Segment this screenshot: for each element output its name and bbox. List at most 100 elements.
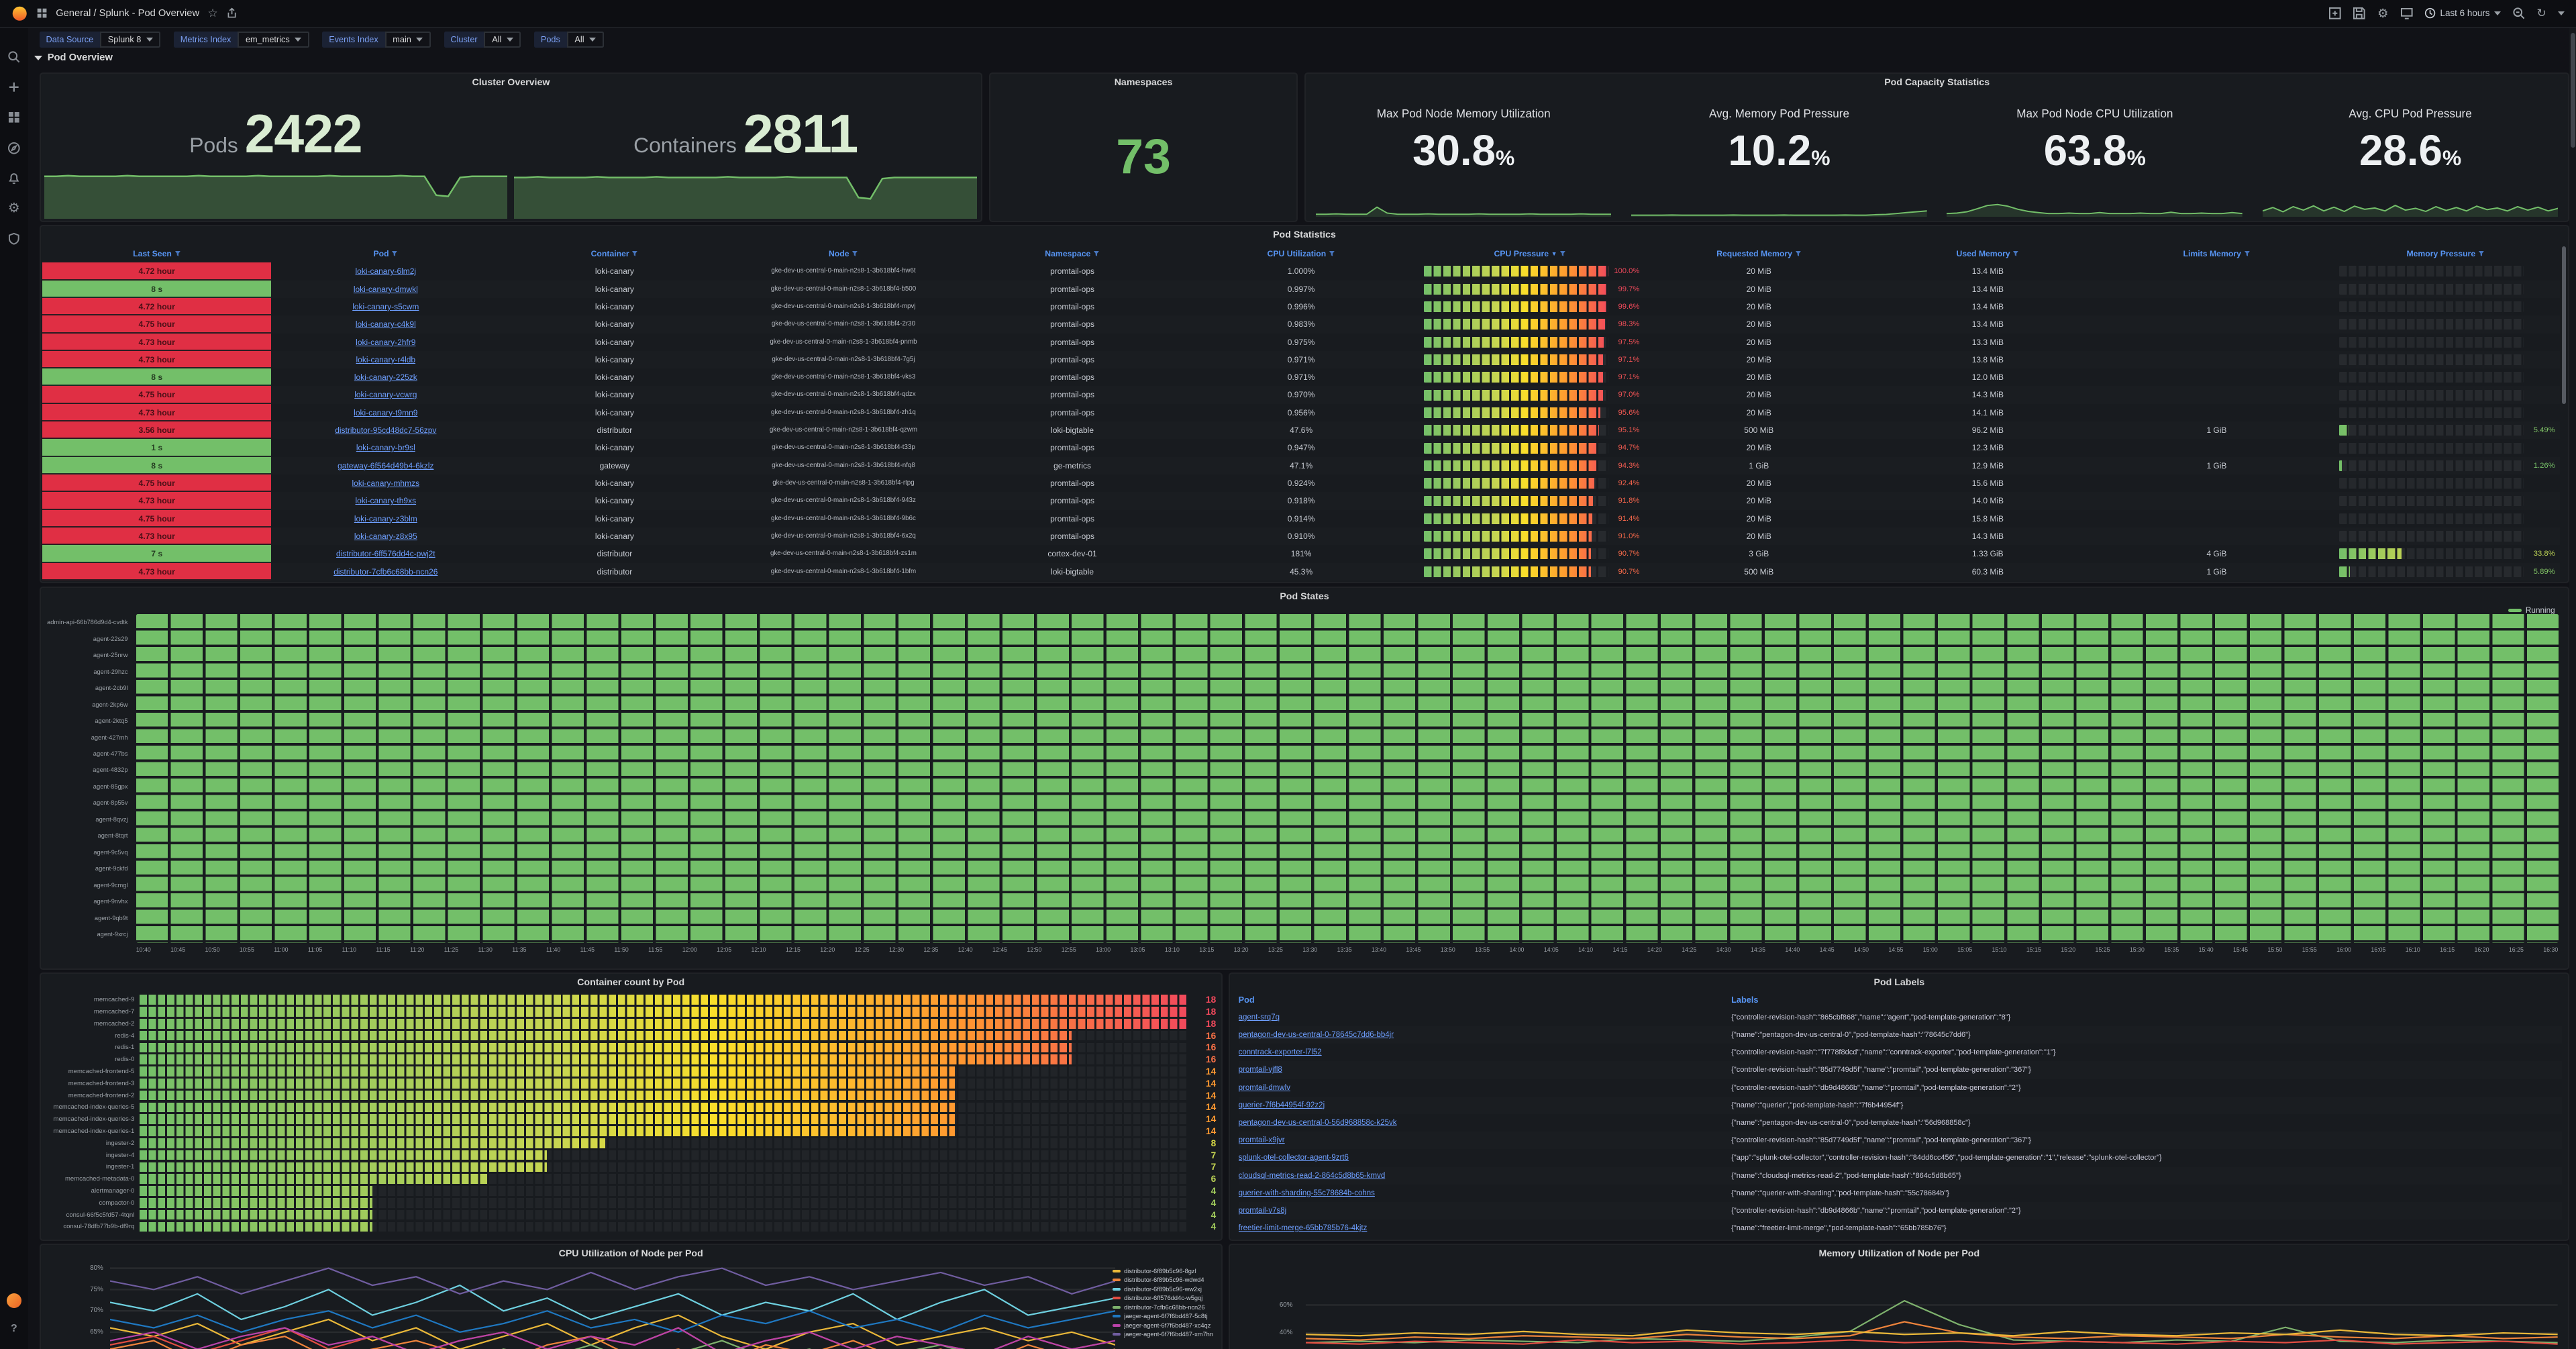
- filter-funnel-icon[interactable]: [174, 250, 181, 257]
- pod-link[interactable]: distributor-95cd48dc7-56zpv: [335, 426, 437, 436]
- column-header-last-seen[interactable]: Last Seen: [42, 244, 271, 262]
- pod-link[interactable]: loki-canary-c4k9l: [355, 319, 416, 330]
- dashboards-icon[interactable]: [7, 110, 21, 125]
- server-admin-shield-icon[interactable]: [7, 232, 21, 246]
- pod-link[interactable]: freetier-limit-merge-65bb785b76-4kjtz: [1238, 1224, 1368, 1233]
- pod-link[interactable]: pentagon-dev-us-central-0-78645c7dd6-bb4…: [1238, 1031, 1394, 1040]
- filter-funnel-icon[interactable]: [631, 250, 638, 257]
- pod-link[interactable]: loki-canary-225zk: [354, 372, 417, 383]
- pod-link[interactable]: loki-canary-z3blm: [354, 513, 417, 523]
- column-header-node[interactable]: Node: [729, 244, 958, 262]
- filter-funnel-icon[interactable]: [1329, 250, 1335, 257]
- pod-link[interactable]: conntrack-exporter-l7l52: [1238, 1048, 1322, 1057]
- user-avatar[interactable]: [6, 1293, 21, 1308]
- star-icon[interactable]: ☆: [207, 6, 218, 20]
- filter-funnel-icon[interactable]: [2244, 250, 2251, 257]
- filter-value-dropdown[interactable]: All: [484, 31, 521, 48]
- pod-link[interactable]: loki-canary-z8x95: [354, 531, 417, 541]
- legend-item[interactable]: jaeger-agent-6f7f6bd487-xc4qz: [1113, 1321, 1218, 1330]
- configuration-gear-icon[interactable]: ⚙: [8, 201, 20, 216]
- column-header-namespace[interactable]: Namespace: [958, 244, 1187, 262]
- panel-title[interactable]: Namespaces: [1114, 77, 1173, 88]
- search-icon[interactable]: [7, 49, 21, 64]
- pod-link[interactable]: gateway-6f564d49b4-6kzlz: [338, 460, 434, 470]
- grafana-logo-icon[interactable]: [11, 5, 28, 21]
- column-header-labels[interactable]: Labels: [1731, 995, 1759, 1005]
- column-header-used-memory[interactable]: Used Memory: [1873, 244, 2102, 262]
- filter-value-dropdown[interactable]: em_metrics: [238, 31, 309, 48]
- pod-link[interactable]: loki-canary-2hfr9: [356, 337, 416, 347]
- pod-link[interactable]: distributor-6ff576dd4c-pwj2t: [336, 549, 435, 559]
- add-panel-icon[interactable]: [2328, 7, 2342, 20]
- column-header-memory-pressure[interactable]: Memory Pressure: [2331, 244, 2560, 262]
- scrollbar-thumb[interactable]: [2570, 32, 2575, 148]
- legend-item[interactable]: jaeger-agent-6f7f6bd487-5c8tj: [1113, 1312, 1218, 1321]
- pod-link[interactable]: loki-canary-6lm2j: [355, 266, 417, 277]
- zoom-out-icon[interactable]: [2512, 7, 2526, 20]
- pod-link[interactable]: loki-canary-vcwrg: [354, 390, 417, 400]
- save-dashboard-icon[interactable]: [2353, 7, 2366, 20]
- column-header-pod[interactable]: Pod: [1238, 995, 1255, 1005]
- filter-value-dropdown[interactable]: main: [384, 31, 431, 48]
- cycle-view-icon[interactable]: [2400, 7, 2414, 20]
- filter-funnel-icon[interactable]: [1795, 250, 1802, 257]
- pod-link[interactable]: loki-canary-t9mn9: [354, 407, 418, 417]
- pod-link[interactable]: promtail-x9jvr: [1238, 1136, 1285, 1145]
- pod-link[interactable]: splunk-otel-collector-agent-9zrt6: [1238, 1154, 1349, 1162]
- page-scrollbar[interactable]: [2569, 28, 2576, 1349]
- pod-link[interactable]: promtail-v7s8j: [1238, 1206, 1287, 1215]
- panel-title[interactable]: Pod Labels: [1873, 977, 1925, 989]
- dashboard-grid-icon[interactable]: [36, 7, 48, 19]
- share-icon[interactable]: [226, 7, 238, 19]
- pod-link[interactable]: querier-7f6b44954f-92z2j: [1238, 1101, 1325, 1109]
- panel-title[interactable]: Cluster Overview: [472, 77, 550, 88]
- pod-link[interactable]: loki-canary-br9sl: [356, 443, 415, 453]
- panel-title[interactable]: Pod Statistics: [1273, 230, 1336, 241]
- filter-value-dropdown[interactable]: All: [566, 31, 604, 48]
- settings-gear-icon[interactable]: ⚙: [2377, 5, 2389, 20]
- column-header-container[interactable]: Container: [500, 244, 729, 262]
- legend-item[interactable]: distributor-6f89b5c96-8gzl: [1113, 1266, 1218, 1275]
- row-toggle-pod-overview[interactable]: Pod Overview: [34, 52, 113, 63]
- panel-title[interactable]: Pod Capacity Statistics: [1884, 77, 1990, 88]
- filter-funnel-icon[interactable]: [852, 250, 858, 257]
- create-plus-icon[interactable]: [7, 80, 21, 95]
- legend-item[interactable]: distributor-6ff576dd4c-w5gqj: [1113, 1294, 1218, 1303]
- pod-link[interactable]: loki-canary-dmwkl: [353, 284, 418, 294]
- legend-item[interactable]: distributor-7cfb6c68bb-ncn26: [1113, 1303, 1218, 1311]
- pod-link[interactable]: loki-canary-s5cwm: [352, 301, 419, 311]
- filter-funnel-icon[interactable]: [1093, 250, 1100, 257]
- column-header-cpu-utilization[interactable]: CPU Utilization: [1187, 244, 1416, 262]
- refresh-icon[interactable]: ↻: [2536, 6, 2546, 20]
- pod-link[interactable]: cloudsql-metrics-read-2-864c5d8b65-kmvd: [1238, 1171, 1386, 1180]
- pod-link[interactable]: pentagon-dev-us-central-0-56d968858c-k25…: [1238, 1118, 1397, 1127]
- column-header-cpu-pressure[interactable]: CPU Pressure ▼: [1416, 244, 1645, 262]
- panel-title[interactable]: Container count by Pod: [577, 977, 685, 989]
- refresh-interval-chevron-icon[interactable]: [2557, 11, 2565, 17]
- filter-value-dropdown[interactable]: Splunk 8: [100, 31, 161, 48]
- filter-funnel-icon[interactable]: [391, 250, 398, 257]
- pod-link[interactable]: distributor-7cfb6c68bb-ncn26: [333, 566, 438, 577]
- explore-compass-icon[interactable]: [7, 140, 21, 155]
- legend-item[interactable]: jaeger-agent-6f7f6bd487-xm7hn: [1113, 1330, 1218, 1338]
- panel-title[interactable]: Pod States: [1280, 591, 1329, 603]
- pod-link[interactable]: promtail-dmwlv: [1238, 1083, 1290, 1092]
- panel-title[interactable]: Memory Utilization of Node per Pod: [1818, 1248, 1980, 1260]
- pod-link[interactable]: loki-canary-th9xs: [355, 496, 417, 506]
- pod-link[interactable]: loki-canary-r4ldb: [356, 354, 416, 364]
- pod-link[interactable]: loki-canary-mhmzs: [352, 479, 420, 489]
- time-range-picker[interactable]: Last 6 hours: [2424, 7, 2501, 19]
- alerting-bell-icon[interactable]: [7, 171, 21, 186]
- breadcrumb[interactable]: General / Splunk - Pod Overview: [56, 7, 200, 19]
- table-scrollbar[interactable]: [2561, 246, 2566, 404]
- help-icon[interactable]: ?: [10, 1322, 17, 1334]
- filter-funnel-icon[interactable]: [2478, 250, 2485, 257]
- pod-link[interactable]: agent-srq7q: [1238, 1013, 1280, 1021]
- legend-item[interactable]: distributor-6f89b5c96-wdwd4: [1113, 1276, 1218, 1285]
- column-header-limits-memory[interactable]: Limits Memory: [2102, 244, 2331, 262]
- panel-title[interactable]: CPU Utilization of Node per Pod: [558, 1248, 703, 1260]
- pod-link[interactable]: promtail-vjfl8: [1238, 1066, 1282, 1075]
- legend-running[interactable]: Running: [2508, 606, 2555, 615]
- filter-funnel-icon[interactable]: [1559, 250, 1566, 257]
- legend-item[interactable]: distributor-6f89b5c96-ww2xj: [1113, 1285, 1218, 1293]
